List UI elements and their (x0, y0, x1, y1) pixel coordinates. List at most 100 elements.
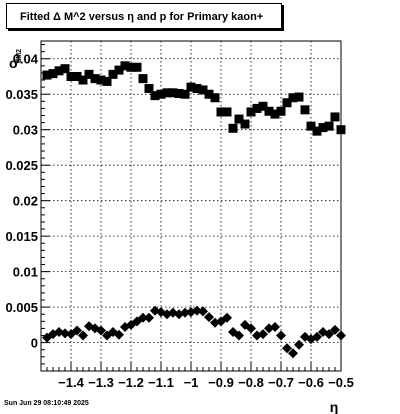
data-point-square (294, 92, 304, 102)
data-point-diamond (114, 329, 124, 340)
data-point-square (198, 85, 208, 95)
data-point-square (114, 65, 124, 75)
data-point-diamond (96, 325, 106, 336)
data-point-square (204, 89, 214, 99)
data-point-square (84, 69, 94, 79)
data-point-square (246, 107, 256, 117)
data-point-diamond (324, 329, 334, 340)
data-point-square (42, 70, 52, 80)
data-point-square (306, 121, 316, 131)
data-point-square (270, 109, 280, 119)
data-point-diamond (258, 329, 268, 340)
data-point-square (168, 88, 178, 98)
data-point-square (180, 89, 190, 99)
data-point-square (282, 98, 292, 108)
x-tick-label: −1 (184, 375, 199, 390)
y-axis-subtitle: dM2 (16, 49, 23, 63)
y-tick-label: 0.005 (5, 300, 38, 315)
data-point-diamond (282, 343, 292, 354)
data-point-square (258, 101, 268, 111)
data-point-square (192, 84, 202, 94)
y-tick-label: 0.02 (13, 194, 38, 209)
data-point-square (72, 71, 82, 81)
data-point-diamond (204, 312, 214, 323)
data-point-square (108, 69, 118, 79)
x-axis-title: η (330, 399, 339, 414)
chart-title: Fitted Δ M^2 versus η and p for Primary … (6, 3, 282, 29)
data-point-square (48, 69, 58, 79)
data-point-square (234, 114, 244, 124)
timestamp: Sun Jun 29 08:10:49 2025 (4, 400, 89, 407)
x-tick-label: −1.4 (58, 375, 84, 390)
x-tick-label: −0.7 (268, 375, 294, 390)
data-point-diamond (270, 322, 280, 332)
y-tick-label: 0.01 (13, 265, 38, 280)
data-point-diamond (246, 323, 256, 334)
data-point-square (228, 123, 238, 133)
data-point-square (150, 91, 160, 101)
data-point-diamond (78, 330, 88, 341)
data-point-square (312, 126, 322, 136)
data-point-diamond (222, 312, 232, 323)
data-point-square (96, 75, 106, 85)
data-point-diamond (234, 330, 244, 341)
y-tick-label: 0 (31, 336, 38, 351)
data-point-diamond (192, 305, 202, 316)
data-point-square (300, 105, 310, 115)
data-point-square (54, 66, 64, 76)
y-tick-label: 0.035 (5, 87, 38, 102)
data-point-square (132, 62, 142, 72)
x-tick-label: −1.1 (148, 375, 174, 390)
x-tick-label: −1.2 (118, 375, 144, 390)
data-point-square (318, 123, 328, 133)
data-point-diamond (180, 307, 190, 318)
data-point-square (210, 93, 220, 103)
y-tick-label: 0.015 (5, 229, 38, 244)
y-tick-label: 0.04 (13, 52, 39, 67)
data-point-square (138, 74, 148, 84)
data-point-diamond (198, 306, 208, 317)
y-tick-label: 0.03 (13, 123, 38, 138)
data-point-diamond (294, 339, 304, 350)
x-tick-label: −1.3 (88, 375, 114, 390)
data-points (42, 61, 346, 359)
tick-labels: −1.4 −1.3 −1.2 −1.1 −1 −0.9 −0.8 −0.7 −0.6 −0.5 0 0… (5, 49, 353, 414)
x-tick-label: −0.9 (208, 375, 234, 390)
data-point-diamond (60, 328, 70, 339)
data-point-square (186, 82, 196, 92)
axes (40, 40, 342, 372)
data-point-square (66, 71, 76, 81)
data-point-square (240, 119, 250, 129)
data-point-square (120, 61, 130, 71)
data-point-square (102, 76, 112, 86)
data-point-square (78, 75, 88, 85)
data-point-square (144, 84, 154, 94)
x-tick-label: −0.8 (238, 375, 264, 390)
data-point-diamond (72, 325, 82, 336)
data-point-square (330, 112, 340, 122)
data-point-diamond (276, 330, 286, 341)
y-tick-label: 0.025 (5, 158, 38, 173)
data-point-square (126, 62, 136, 72)
data-point-square (336, 125, 346, 135)
data-point-square (60, 64, 70, 74)
data-point-square (216, 107, 226, 117)
x-tick-label: −0.6 (298, 375, 324, 390)
data-point-square (324, 121, 334, 131)
data-point-diamond (144, 312, 154, 323)
data-point-square (288, 93, 298, 103)
data-point-square (156, 89, 166, 99)
data-point-diamond (312, 331, 322, 342)
data-point-square (252, 103, 262, 113)
data-point-square (174, 89, 184, 99)
data-point-square (222, 107, 232, 117)
data-point-diamond (330, 324, 340, 335)
data-point-diamond (138, 312, 148, 323)
data-point-diamond (288, 348, 298, 359)
x-tick-label: −0.5 (328, 375, 354, 390)
data-point-square (90, 74, 100, 84)
data-point-square (276, 106, 286, 116)
data-point-square (264, 106, 274, 116)
data-point-square (162, 88, 172, 98)
